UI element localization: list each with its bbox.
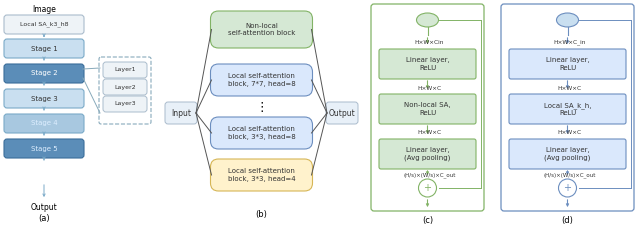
FancyBboxPatch shape (4, 139, 84, 158)
Text: Linear layer,
(Avg pooling): Linear layer, (Avg pooling) (404, 147, 451, 161)
Text: Stage 3: Stage 3 (31, 95, 58, 101)
Text: +: + (563, 183, 572, 193)
Text: Local self-attention
block, 3*3, head=8: Local self-attention block, 3*3, head=8 (228, 126, 296, 140)
FancyBboxPatch shape (379, 139, 476, 169)
FancyBboxPatch shape (211, 159, 312, 191)
Text: H×W×C: H×W×C (417, 130, 442, 135)
Text: H×W×C: H×W×C (417, 86, 442, 90)
Text: (c): (c) (422, 216, 433, 225)
Text: H×W×C_in: H×W×C_in (554, 39, 586, 45)
FancyBboxPatch shape (4, 64, 84, 83)
Text: Local self-attention
block, 3*3, head=4: Local self-attention block, 3*3, head=4 (228, 168, 295, 182)
FancyBboxPatch shape (379, 49, 476, 79)
Text: Local SA_k3_h8: Local SA_k3_h8 (20, 22, 68, 27)
FancyBboxPatch shape (4, 15, 84, 34)
Text: Local SA_k_h,
ReLU: Local SA_k_h, ReLU (544, 102, 591, 116)
Circle shape (559, 179, 577, 197)
Text: H×W×C: H×W×C (557, 86, 582, 90)
Circle shape (419, 179, 436, 197)
Text: +: + (424, 183, 431, 193)
Text: Stage 5: Stage 5 (31, 146, 58, 151)
Text: Layer1: Layer1 (115, 68, 136, 72)
Text: Linear layer,
ReLU: Linear layer, ReLU (406, 57, 449, 71)
Text: Layer2: Layer2 (114, 85, 136, 90)
Text: Stage 1: Stage 1 (31, 45, 58, 52)
FancyBboxPatch shape (326, 102, 358, 124)
Text: Non-local
self-attention block: Non-local self-attention block (228, 23, 295, 36)
FancyBboxPatch shape (211, 117, 312, 149)
Text: H×W×Cin: H×W×Cin (415, 40, 444, 45)
Text: (a): (a) (38, 214, 50, 223)
FancyBboxPatch shape (103, 96, 147, 112)
Text: Stage 2: Stage 2 (31, 70, 58, 76)
Text: Output: Output (328, 108, 355, 117)
Text: Linear layer,
(Avg pooling): Linear layer, (Avg pooling) (544, 147, 591, 161)
FancyBboxPatch shape (379, 94, 476, 124)
Text: (H/s)×(W/s)×C_out: (H/s)×(W/s)×C_out (543, 172, 596, 178)
FancyBboxPatch shape (509, 49, 626, 79)
FancyBboxPatch shape (211, 11, 312, 48)
FancyBboxPatch shape (4, 39, 84, 58)
Text: Output: Output (31, 202, 58, 211)
Text: Linear layer,
ReLU: Linear layer, ReLU (546, 57, 589, 71)
Text: Non-local SA,
ReLU: Non-local SA, ReLU (404, 102, 451, 116)
Text: (d): (d) (561, 216, 573, 225)
FancyBboxPatch shape (103, 62, 147, 78)
Text: Image: Image (32, 5, 56, 14)
FancyBboxPatch shape (211, 64, 312, 96)
FancyBboxPatch shape (509, 139, 626, 169)
FancyBboxPatch shape (4, 114, 84, 133)
Text: (H/s)×(W/s)×C_out: (H/s)×(W/s)×C_out (403, 172, 456, 178)
Text: H×W×C: H×W×C (557, 130, 582, 135)
Text: Input: Input (171, 108, 191, 117)
FancyBboxPatch shape (103, 79, 147, 95)
FancyBboxPatch shape (509, 94, 626, 124)
Ellipse shape (417, 13, 438, 27)
Text: Local self-attention
block, 7*7, head=8: Local self-attention block, 7*7, head=8 (228, 73, 296, 87)
FancyBboxPatch shape (4, 89, 84, 108)
Text: Layer3: Layer3 (114, 101, 136, 106)
Text: ⋮: ⋮ (255, 101, 268, 113)
Ellipse shape (557, 13, 579, 27)
Text: (b): (b) (255, 211, 268, 220)
Text: Stage 4: Stage 4 (31, 121, 58, 126)
FancyBboxPatch shape (165, 102, 197, 124)
